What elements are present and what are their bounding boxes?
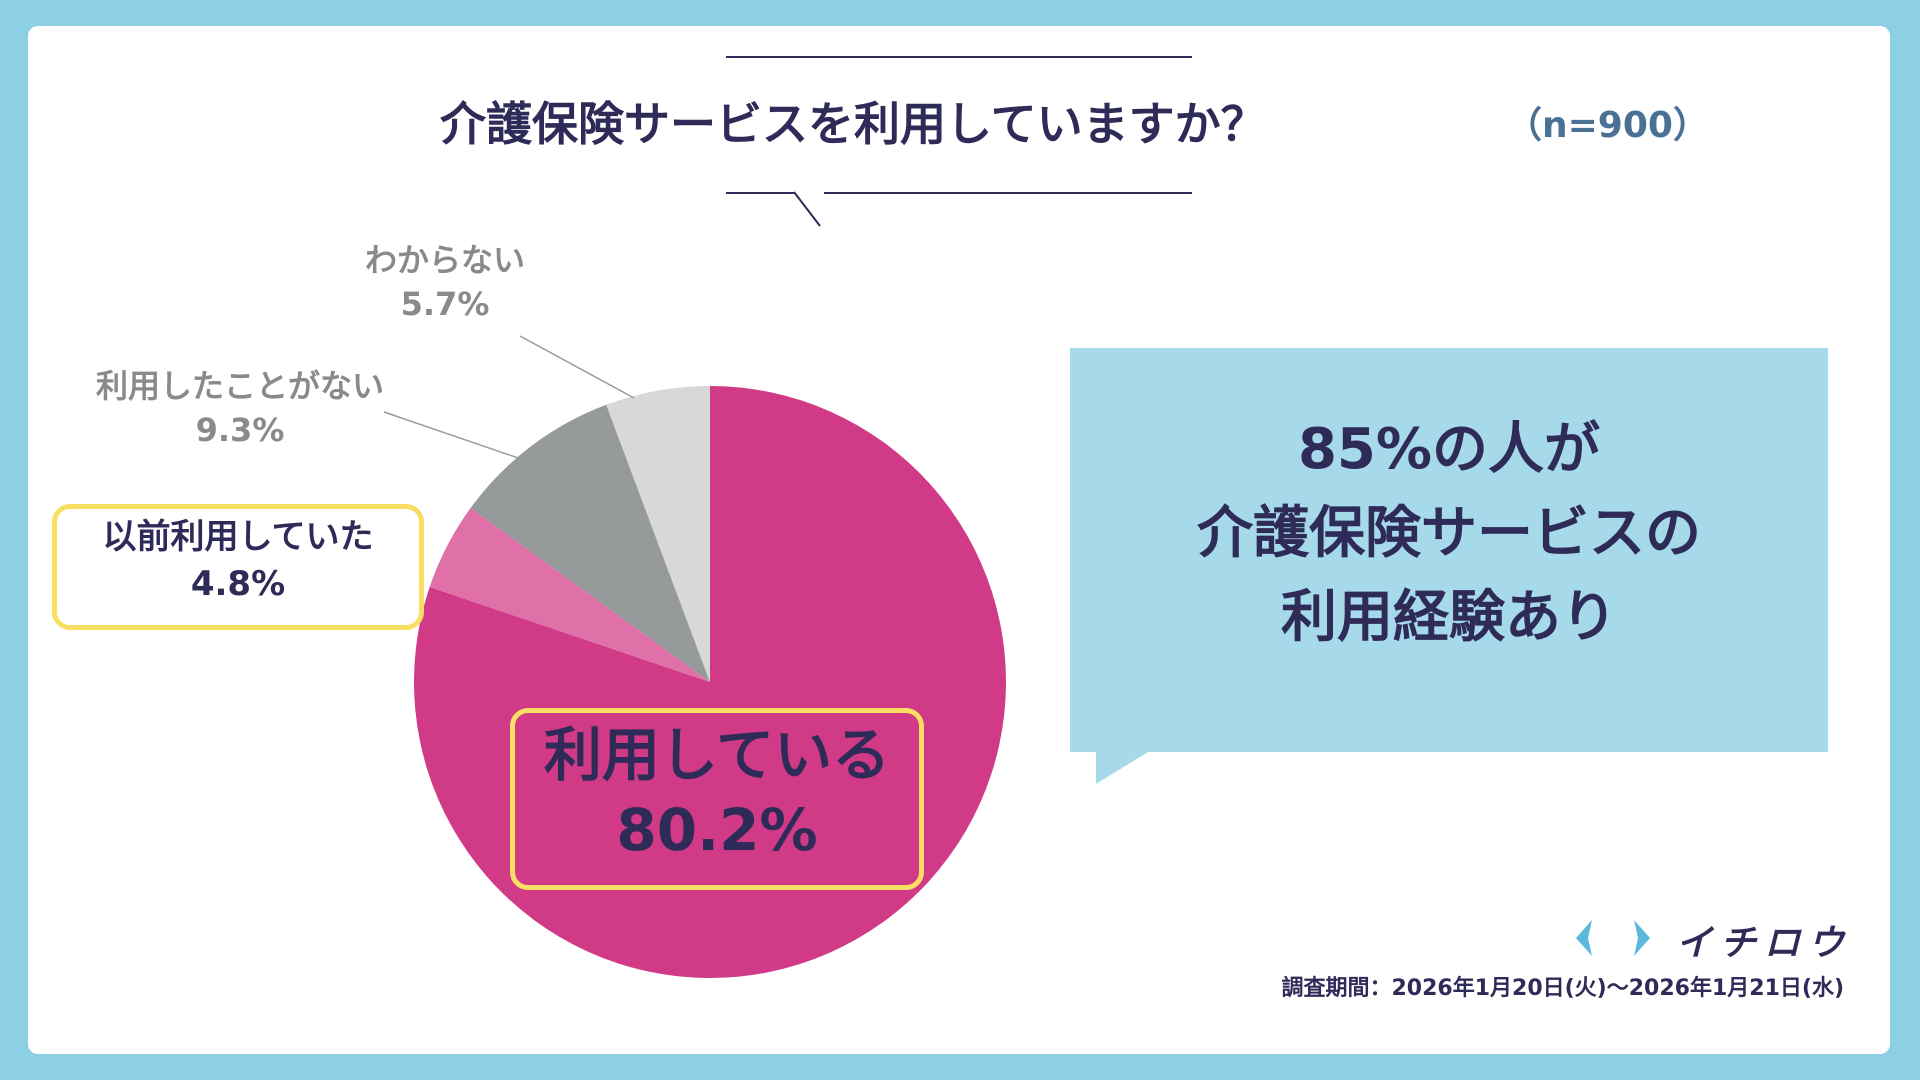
title-bottom-line-right bbox=[824, 192, 1192, 194]
slice-label-never-used: 利用したことがない 9.3% bbox=[60, 364, 420, 452]
survey-period: 調査期間：2026年1月20日(火)〜2026年1月21日(水) bbox=[1281, 976, 1844, 1001]
slice-label-using-value: 80.2% bbox=[616, 796, 818, 865]
title-bubble-tail bbox=[793, 191, 821, 227]
summary-callout-text: 85%の人が 介護保険サービスの 利用経験あり bbox=[1070, 408, 1828, 660]
summary-line-1: 85%の人が bbox=[1297, 417, 1601, 482]
leader-line-never-used bbox=[383, 411, 525, 461]
summary-callout bbox=[1070, 348, 1828, 752]
slice-label-unknown-name: わからない bbox=[364, 241, 525, 279]
slice-label-never-used-name: 利用したことがない bbox=[95, 367, 384, 405]
chart-title: 介護保険サービスを利用していますか？ bbox=[440, 97, 1267, 151]
brand-logo-icon bbox=[1576, 920, 1650, 956]
title-bottom-line-left bbox=[726, 192, 794, 194]
slice-label-previously-used: 以前利用していた 4.8% bbox=[52, 514, 424, 608]
sample-size: （n=900） bbox=[1506, 105, 1709, 146]
summary-line-2: 介護保険サービスの bbox=[1197, 501, 1701, 566]
slice-label-never-used-value: 9.3% bbox=[195, 411, 285, 450]
pie-slice-unknown bbox=[606, 386, 710, 682]
brand-name: イチロウ bbox=[1676, 923, 1853, 964]
pie-slice-never-used bbox=[470, 404, 710, 682]
slice-label-previously-used-name: 以前利用していた bbox=[102, 517, 374, 557]
pie-slice-previously-used bbox=[429, 508, 710, 682]
slice-label-unknown-value: 5.7% bbox=[400, 285, 490, 324]
slice-label-unknown: わからない 5.7% bbox=[340, 238, 550, 326]
slice-label-using: 利用している 80.2% bbox=[510, 718, 924, 869]
highlight-box-using bbox=[510, 708, 924, 890]
leader-line-unknown bbox=[519, 335, 635, 399]
slice-label-using-name: 利用している bbox=[543, 721, 891, 789]
title-top-line bbox=[726, 56, 1192, 58]
pie-slice-using bbox=[413, 386, 1006, 979]
summary-callout-tail bbox=[1096, 752, 1148, 784]
pie-slices bbox=[413, 386, 1006, 979]
summary-line-3: 利用経験あり bbox=[1281, 585, 1617, 650]
highlight-box-previously-used bbox=[52, 504, 424, 630]
slice-label-previously-used-value: 4.8% bbox=[190, 563, 286, 604]
